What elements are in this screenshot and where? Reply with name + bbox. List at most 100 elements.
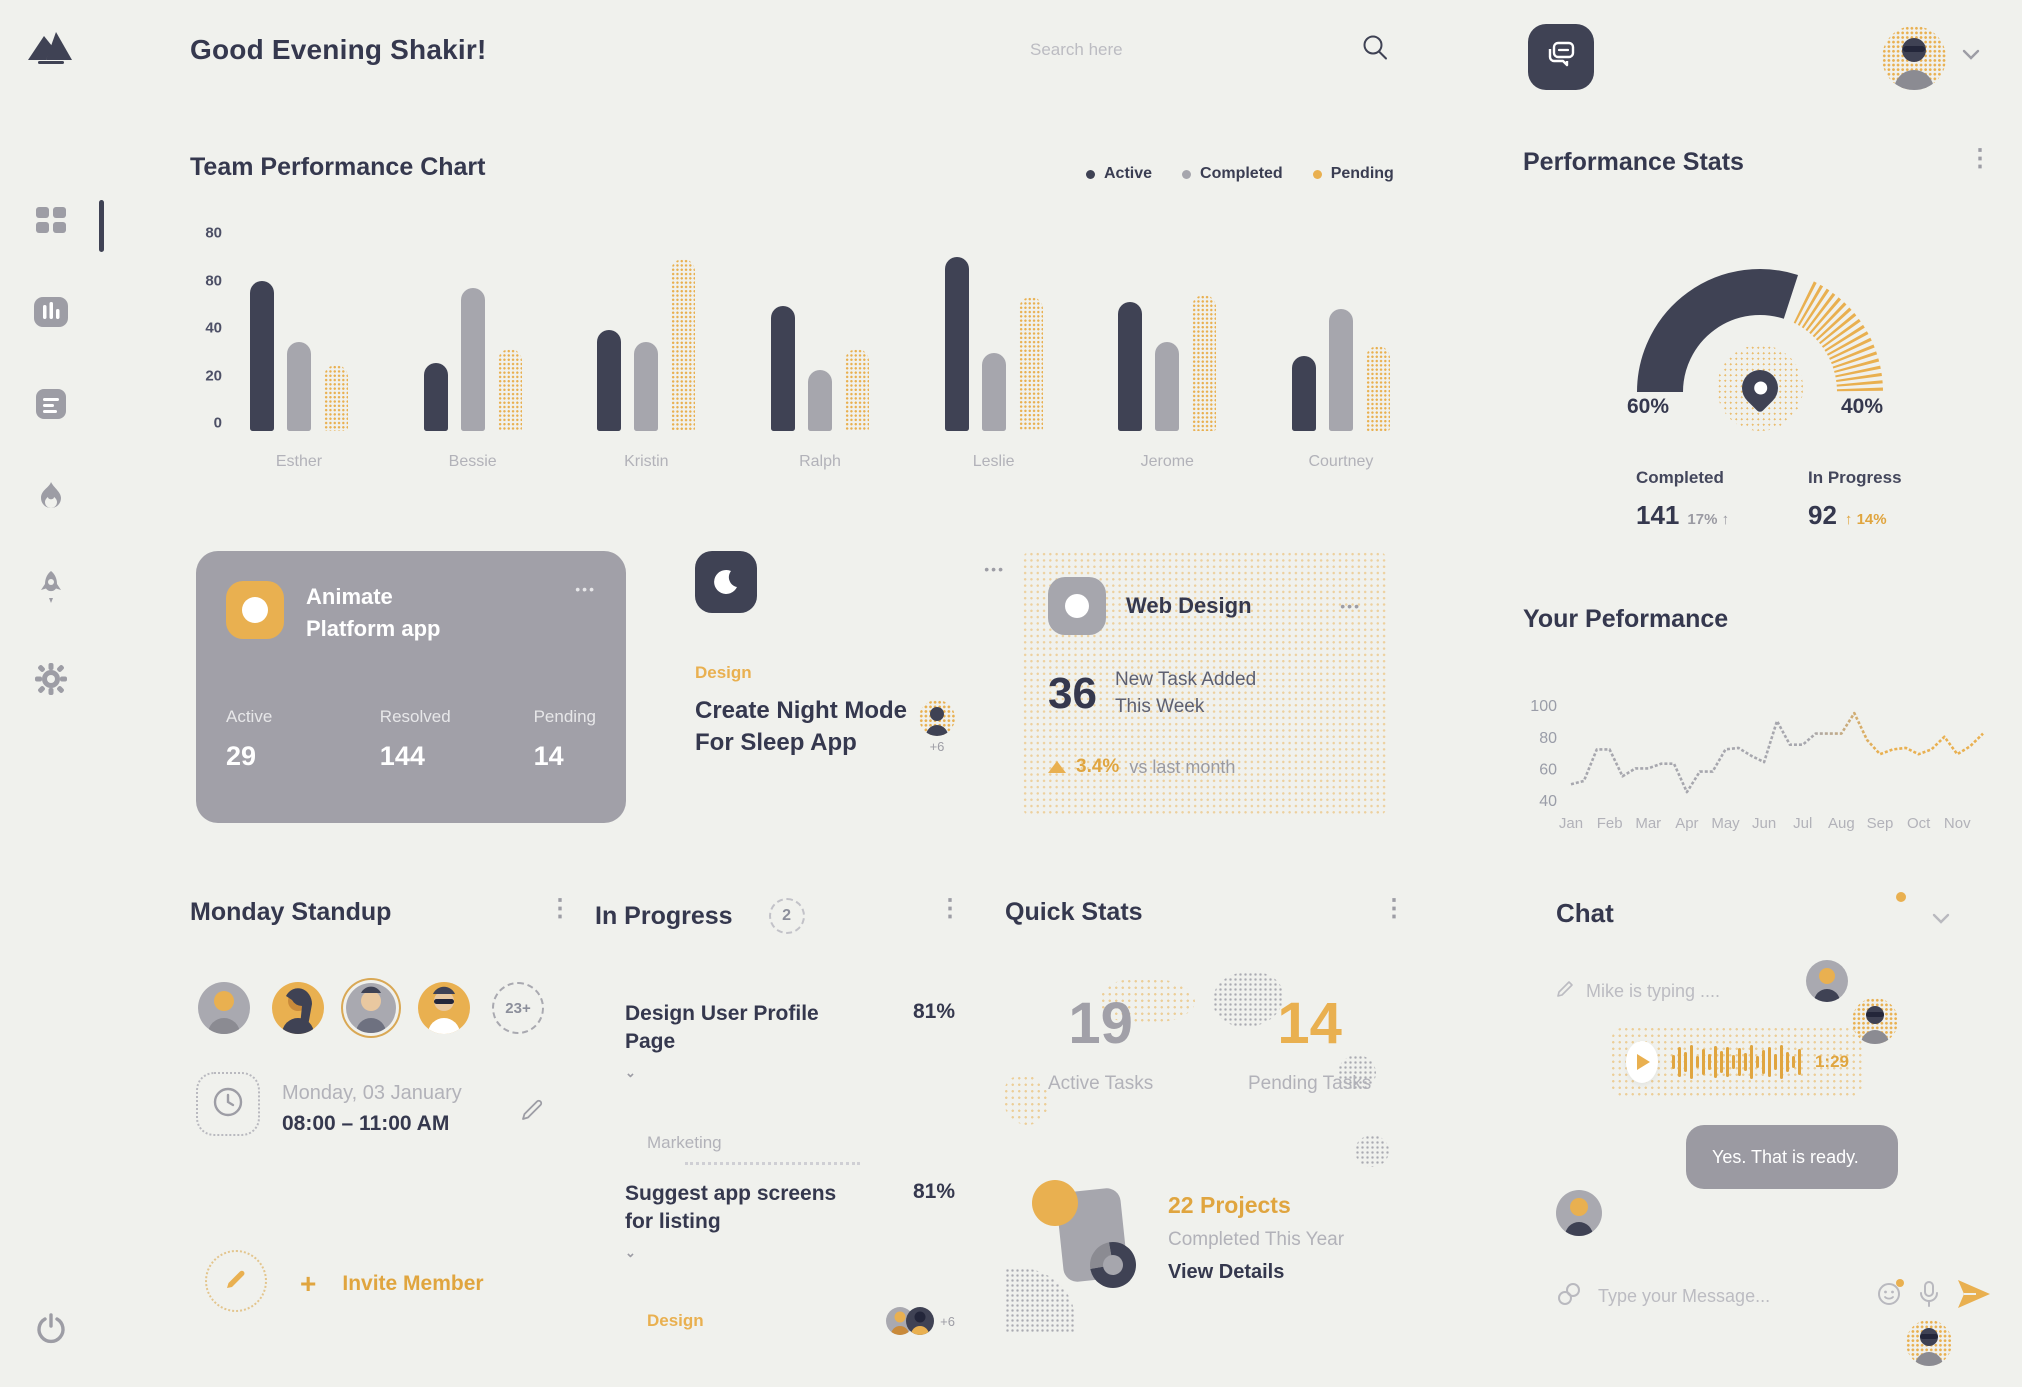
chat-input-row: Type your Message... xyxy=(1556,1278,1992,1315)
grid-icon xyxy=(34,204,68,243)
voice-sender-avatar xyxy=(1556,1190,1602,1236)
rocket-icon xyxy=(35,569,67,610)
pending-tasks-label: Pending Tasks xyxy=(1248,1073,1372,1094)
legend-label: Completed xyxy=(1200,165,1283,182)
svg-text:Jan: Jan xyxy=(1559,815,1583,832)
sidebar-item-settings[interactable] xyxy=(28,658,74,704)
decorative-dots xyxy=(1003,1075,1048,1125)
svg-text:Oct: Oct xyxy=(1907,815,1931,832)
mic-icon[interactable] xyxy=(1918,1280,1940,1313)
sidebar-item-trending[interactable] xyxy=(28,475,74,521)
svg-text:May: May xyxy=(1711,815,1740,832)
bar-pending xyxy=(1192,295,1217,431)
x-category-label: Esther xyxy=(275,453,323,470)
bar-completed xyxy=(1155,342,1180,431)
night-mode-card[interactable]: ••• Design Create Night Mode For Sleep A… xyxy=(695,551,1005,760)
invite-member-button[interactable]: Invite Member xyxy=(342,1272,484,1295)
quick-stats-menu[interactable]: ⋮ xyxy=(1382,895,1406,922)
decorative-dots xyxy=(1213,972,1283,1027)
clock-icon xyxy=(211,1085,245,1124)
bar-pending xyxy=(671,259,696,431)
svg-text:Jun: Jun xyxy=(1752,815,1776,832)
projects-sub: Completed This Year xyxy=(1168,1229,1345,1250)
avatar-overflow[interactable]: 23+ xyxy=(492,982,544,1034)
web-card-more[interactable]: ••• xyxy=(1340,598,1361,614)
edit-schedule-icon[interactable] xyxy=(520,1098,544,1127)
send-button[interactable] xyxy=(1956,1278,1992,1315)
pending-tasks-value: 14 xyxy=(1277,991,1342,1056)
legend-completed: Completed xyxy=(1182,165,1283,183)
sidebar-item-launch[interactable] xyxy=(28,566,74,612)
task-percent: 81% xyxy=(912,1000,955,1023)
web-design-card[interactable]: Web Design ••• 36 New Task Added This We… xyxy=(1022,551,1387,816)
web-card-delta: 3.4% xyxy=(1076,756,1120,778)
bar-group: Kristin xyxy=(597,233,696,471)
avatar xyxy=(346,983,396,1033)
active-tasks-label: Active Tasks xyxy=(1048,1073,1154,1094)
standup-time: 08:00 – 11:00 AM xyxy=(282,1112,450,1135)
sidebar-item-tasks[interactable] xyxy=(28,383,74,429)
invite-pencil-circle[interactable] xyxy=(205,1250,267,1312)
chevron-down-icon[interactable]: ⌄ xyxy=(625,1064,636,1080)
svg-text:Nov: Nov xyxy=(1944,815,1971,832)
voice-duration: 1:29 xyxy=(1814,1052,1849,1071)
avatar xyxy=(919,700,955,736)
y-tick: 20 xyxy=(205,367,222,384)
bar-group: Bessie xyxy=(423,233,522,471)
night-card-tag: Design xyxy=(695,663,752,682)
animate-platform-card[interactable]: Animate Platform app ••• Active 29 Resol… xyxy=(196,551,626,823)
emoji-icon[interactable] xyxy=(1876,1279,1904,1312)
performance-stats-title: Performance Stats xyxy=(1523,148,1744,176)
sidebar-active-indicator xyxy=(99,200,104,252)
in-progress-header: In Progress 2 xyxy=(595,898,805,934)
svg-text:Aug: Aug xyxy=(1828,815,1855,832)
y-tick: 40 xyxy=(205,319,222,337)
logout-button[interactable] xyxy=(28,1308,74,1354)
avatar xyxy=(272,982,324,1034)
user-avatar[interactable] xyxy=(1882,26,1946,90)
web-card-desc: New Task Added This Week xyxy=(1114,669,1257,717)
chat-member-avatar[interactable] xyxy=(1806,960,1848,1002)
plus-icon[interactable]: + xyxy=(300,1268,317,1299)
completed-stat: Completed 141 17% ↑ xyxy=(1636,468,1730,530)
message-input[interactable]: Type your Message... xyxy=(1598,1286,1771,1306)
projects-illustration xyxy=(1032,1180,1152,1300)
chevron-down-icon[interactable]: ⌄ xyxy=(625,1244,636,1260)
sidebar-item-dashboard[interactable] xyxy=(28,200,74,246)
bar-active xyxy=(423,363,448,431)
bar-completed xyxy=(807,370,832,431)
task-percent: 81% xyxy=(912,1180,955,1203)
in-progress-menu[interactable]: ⋮ xyxy=(938,895,962,922)
performance-stats-menu[interactable]: ⋮ xyxy=(1968,145,1992,172)
chat-collapse-chevron[interactable] xyxy=(1932,912,1950,930)
search-input[interactable] xyxy=(1030,39,1360,60)
legend-label: Active xyxy=(1104,165,1153,182)
standup-menu[interactable]: ⋮ xyxy=(548,895,572,922)
svg-text:Feb: Feb xyxy=(1597,815,1623,832)
night-card-more[interactable]: ••• xyxy=(984,561,1005,577)
bar-group: Jerome xyxy=(1118,233,1217,471)
gauge-right-label: 40% xyxy=(1840,395,1884,418)
task-row[interactable]: Design User Profile Page ⌄ 81% Marketing xyxy=(625,1000,955,1153)
web-card-delta-note: vs last month xyxy=(1129,756,1236,777)
view-details-link[interactable]: View Details xyxy=(1168,1261,1285,1283)
messages-button[interactable] xyxy=(1528,24,1594,90)
user-menu-chevron[interactable] xyxy=(1962,48,1980,66)
search-icon[interactable] xyxy=(1360,32,1390,67)
attach-link-icon[interactable] xyxy=(1556,1281,1582,1312)
bar-chart-icon xyxy=(33,295,69,334)
coin-shape xyxy=(1032,1180,1078,1226)
animate-card-more[interactable]: ••• xyxy=(575,581,596,597)
animate-app-icon xyxy=(226,581,284,639)
inprogress-stat: In Progress 92 ↑ 14% xyxy=(1808,468,1902,530)
bar-pending xyxy=(1018,297,1043,431)
quick-stats-title: Quick Stats xyxy=(1005,898,1143,926)
task-row[interactable]: Suggest app screens for listing ⌄ 81% De… xyxy=(625,1180,955,1336)
bar-completed xyxy=(981,353,1006,431)
play-button[interactable] xyxy=(1626,1041,1658,1083)
completed-value: 141 xyxy=(1636,500,1680,530)
sidebar-item-analytics[interactable] xyxy=(28,291,74,337)
web-design-icon xyxy=(1048,577,1106,635)
schedule-icon-box xyxy=(196,1072,260,1136)
